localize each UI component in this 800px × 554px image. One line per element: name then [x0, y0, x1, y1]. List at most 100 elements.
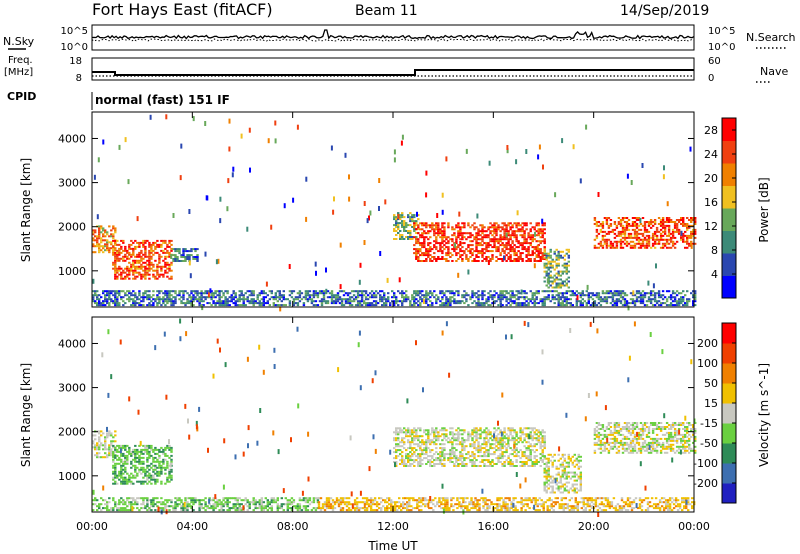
echo-cell — [298, 300, 302, 303]
echo-cell — [445, 302, 448, 305]
echo-cell — [152, 302, 155, 305]
echo-cell — [659, 238, 663, 241]
echo-cell — [270, 509, 274, 512]
echo-cell — [164, 499, 167, 502]
echo-cell — [497, 246, 500, 249]
echo-cell — [669, 294, 673, 297]
echo-cell — [156, 448, 159, 451]
echo-cell — [106, 454, 109, 457]
echo-cell — [677, 228, 681, 231]
echo-cell — [196, 298, 199, 301]
echo-cell — [138, 298, 141, 301]
echo-cell — [379, 300, 382, 303]
echo-cell — [214, 505, 217, 508]
echo-cell — [477, 250, 480, 253]
echo-cell — [294, 505, 298, 508]
echo-cell — [306, 292, 310, 295]
echo-cell — [206, 290, 209, 293]
echo-cell — [601, 298, 605, 301]
echo-cell — [617, 234, 621, 237]
echo-cell — [164, 263, 167, 266]
echo-cell — [104, 243, 107, 246]
echo-cell — [490, 503, 493, 506]
echo-cell — [236, 298, 239, 301]
echo-cell — [162, 275, 165, 278]
echo-cell — [532, 497, 535, 500]
echo-cell — [607, 292, 611, 295]
echo-cell — [629, 298, 633, 301]
echo-cell — [478, 509, 481, 512]
echo-cell — [158, 501, 161, 504]
echo-cell — [526, 497, 529, 500]
echo-cell — [182, 252, 185, 255]
echo-cell — [276, 497, 280, 500]
echo-cell — [437, 256, 440, 258]
echo-cell — [576, 505, 580, 508]
echo-cell — [397, 222, 400, 225]
echo-cell — [110, 432, 113, 435]
echo-cell — [174, 497, 177, 500]
echo-cell — [619, 294, 623, 297]
echo-cell — [664, 503, 668, 506]
echo-cell — [106, 505, 109, 508]
echo-cell — [570, 505, 574, 508]
echo-cell — [246, 290, 249, 293]
echo-cell — [523, 240, 526, 243]
echo-cell — [114, 249, 117, 252]
echo-cell — [232, 296, 235, 299]
echo-cell — [130, 267, 133, 270]
echo-cell — [401, 238, 404, 240]
echo-cell — [166, 466, 169, 469]
echo-cell — [523, 236, 526, 239]
echo-cell — [419, 234, 422, 237]
echo-cell — [671, 304, 675, 307]
echo-cell — [407, 216, 410, 219]
echo-cell — [114, 247, 117, 250]
echo-cell — [102, 290, 105, 293]
echo-cell — [124, 503, 127, 506]
echo-cell — [106, 503, 109, 506]
echo-cell — [637, 217, 641, 219]
echo-cell — [238, 298, 241, 301]
echo-cell — [555, 286, 558, 289]
echo-cell — [509, 238, 512, 241]
echo-cell — [409, 304, 412, 307]
echo-cell — [505, 248, 508, 251]
echo-cell — [493, 232, 496, 235]
echo-cell — [323, 509, 327, 512]
echo-cell — [449, 256, 452, 258]
echo-cell — [184, 258, 187, 260]
echo-cell — [164, 298, 167, 301]
echo-cell — [440, 503, 443, 506]
echo-cell — [545, 256, 548, 259]
echo-cell — [156, 480, 159, 483]
echo-cell — [686, 228, 689, 231]
echo-cell — [96, 298, 99, 301]
echo-cell — [485, 300, 488, 303]
echo-cell — [692, 296, 695, 299]
echo-cell — [513, 294, 516, 297]
echo-cell — [106, 298, 109, 301]
echo-cell — [108, 235, 111, 238]
echo-cell — [168, 480, 171, 483]
echo-cell — [252, 302, 255, 305]
echo-cell — [142, 499, 145, 502]
echo-cell — [341, 509, 345, 512]
echo-cell — [437, 250, 440, 253]
echo-cell — [140, 452, 143, 455]
echo-cell — [521, 228, 524, 231]
echo-cell — [543, 242, 546, 245]
echo-cell — [435, 236, 438, 239]
echo-cell — [100, 227, 103, 230]
echo-cell — [152, 450, 155, 453]
echo-cell — [230, 296, 233, 299]
echo-cell — [653, 304, 657, 307]
echo-cell — [417, 224, 420, 227]
echo-cell — [164, 503, 167, 506]
echo-cell — [483, 226, 486, 229]
echo-cell — [385, 300, 388, 303]
echo-cell — [507, 298, 510, 301]
echo-cell — [423, 242, 426, 245]
echo-cell — [120, 466, 123, 469]
echo-cell — [382, 505, 385, 508]
